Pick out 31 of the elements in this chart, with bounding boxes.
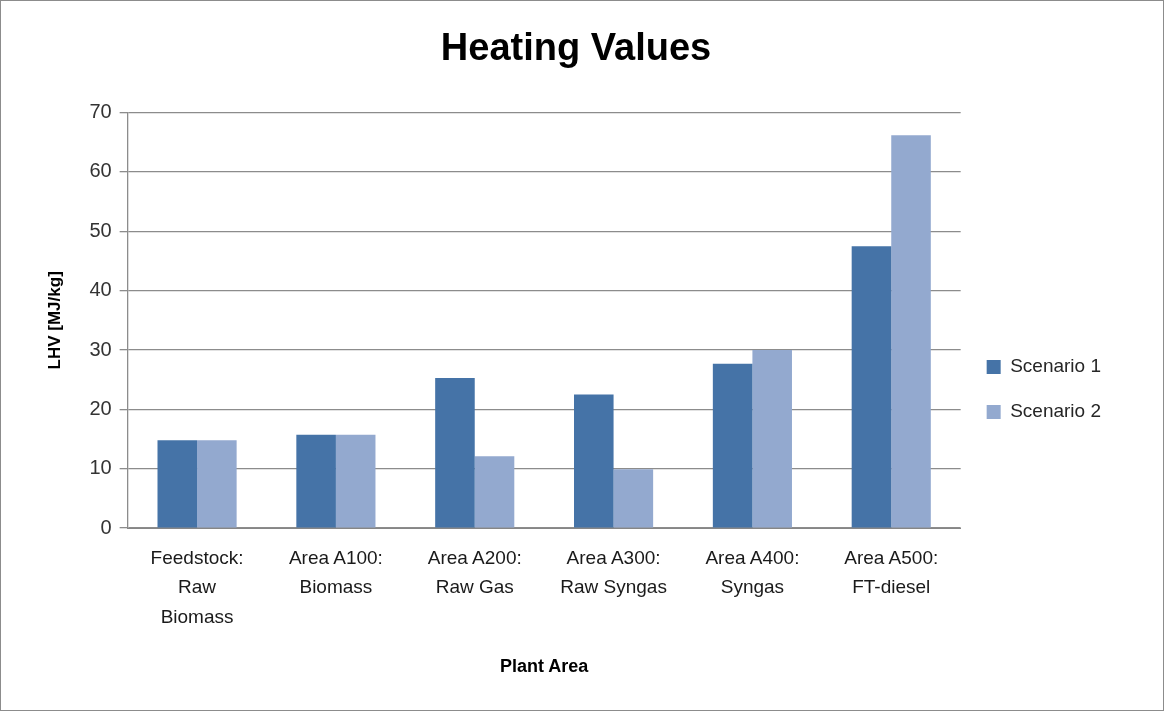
x-tick-label: Feedstock: Raw Biomass: [150, 547, 244, 627]
x-tick-label: Area A500: FT-diesel: [844, 547, 939, 598]
bar: [197, 440, 237, 528]
y-tick-label: 10: [89, 456, 112, 479]
bar: [335, 434, 376, 528]
bar: [296, 434, 336, 528]
x-axis-title: Plant Area: [499, 656, 590, 677]
y-tick-label: 40: [89, 278, 112, 301]
chart-title: Heating Values: [440, 26, 712, 69]
bar: [435, 377, 475, 528]
bar: [851, 246, 892, 528]
bar: [157, 440, 198, 528]
x-tick-label: Area A400: Syngas: [705, 547, 800, 598]
bar: [613, 469, 654, 528]
y-tick-label: 20: [89, 396, 112, 419]
legend-label: Scenario 2: [1010, 400, 1102, 422]
bar: [752, 350, 792, 528]
x-tick-label: Area A100: Biomass: [288, 547, 383, 598]
bar: [891, 135, 931, 528]
bar: [474, 456, 515, 528]
y-tick-label: 0: [100, 515, 112, 538]
y-tick-label: 30: [89, 337, 112, 360]
y-tick-label: 50: [89, 218, 112, 241]
bar: [574, 394, 614, 528]
y-axis-title: LHV [MJ/kg]: [44, 271, 64, 370]
y-tick-label: 70: [89, 100, 112, 123]
bar: [712, 363, 753, 528]
legend-label: Scenario 1: [1010, 355, 1102, 377]
y-tick-label: 60: [89, 159, 112, 182]
x-tick-label: Area A200: Raw Gas: [427, 547, 522, 598]
x-tick-label: Area A300: Raw Syngas: [560, 547, 667, 598]
